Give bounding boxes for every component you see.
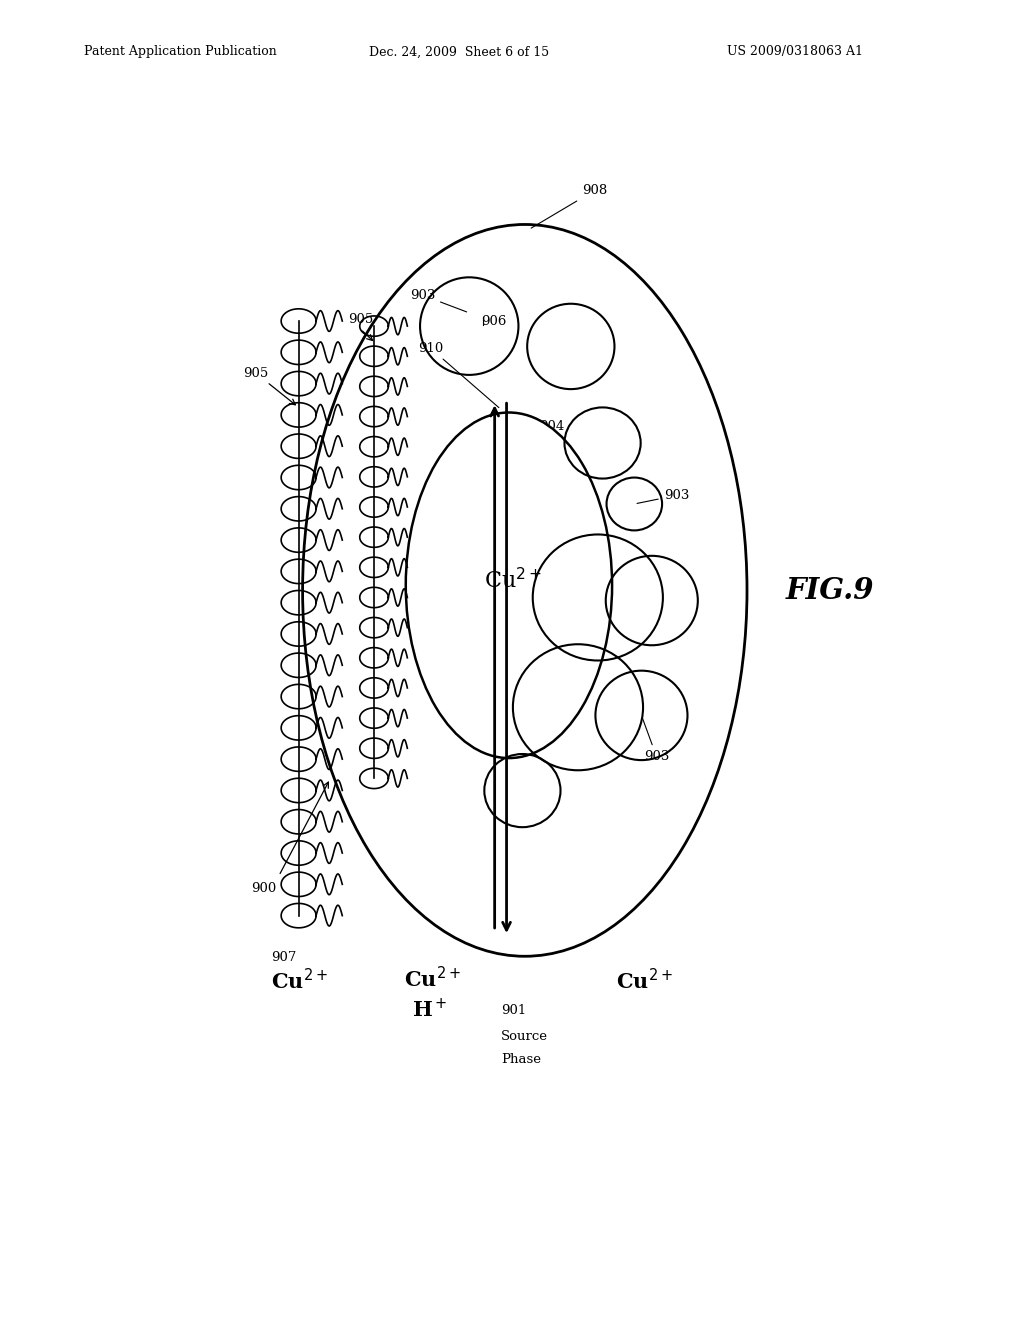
Text: 910: 910 xyxy=(418,342,499,408)
Text: H$^+$: H$^+$ xyxy=(412,998,447,1022)
Text: 905: 905 xyxy=(243,367,268,380)
Text: Cu$^{2+}$: Cu$^{2+}$ xyxy=(404,965,461,991)
Text: Phase: Phase xyxy=(501,1053,541,1067)
Text: 901: 901 xyxy=(501,1005,526,1018)
Ellipse shape xyxy=(406,413,612,758)
Text: Cu$^{2+}$: Cu$^{2+}$ xyxy=(484,568,542,593)
Text: 905: 905 xyxy=(348,313,374,326)
Text: Source: Source xyxy=(501,1030,548,1043)
Text: 907: 907 xyxy=(270,952,296,965)
Text: 908: 908 xyxy=(531,183,607,228)
Text: 903: 903 xyxy=(637,488,689,503)
Text: Dec. 24, 2009  Sheet 6 of 15: Dec. 24, 2009 Sheet 6 of 15 xyxy=(369,45,549,58)
Text: Cu$^{2+}$: Cu$^{2+}$ xyxy=(616,968,673,993)
Text: 903: 903 xyxy=(410,289,467,312)
Text: 903: 903 xyxy=(642,718,670,763)
Text: 900: 900 xyxy=(251,882,276,895)
Text: US 2009/0318063 A1: US 2009/0318063 A1 xyxy=(727,45,863,58)
Text: 902: 902 xyxy=(544,587,569,601)
Text: Patent Application Publication: Patent Application Publication xyxy=(84,45,276,58)
Text: Cu$^{2+}$: Cu$^{2+}$ xyxy=(270,968,328,993)
Text: FIG.9: FIG.9 xyxy=(786,576,874,605)
Text: 904: 904 xyxy=(539,420,564,433)
Text: 903: 903 xyxy=(486,706,522,721)
Text: 906: 906 xyxy=(481,314,507,327)
